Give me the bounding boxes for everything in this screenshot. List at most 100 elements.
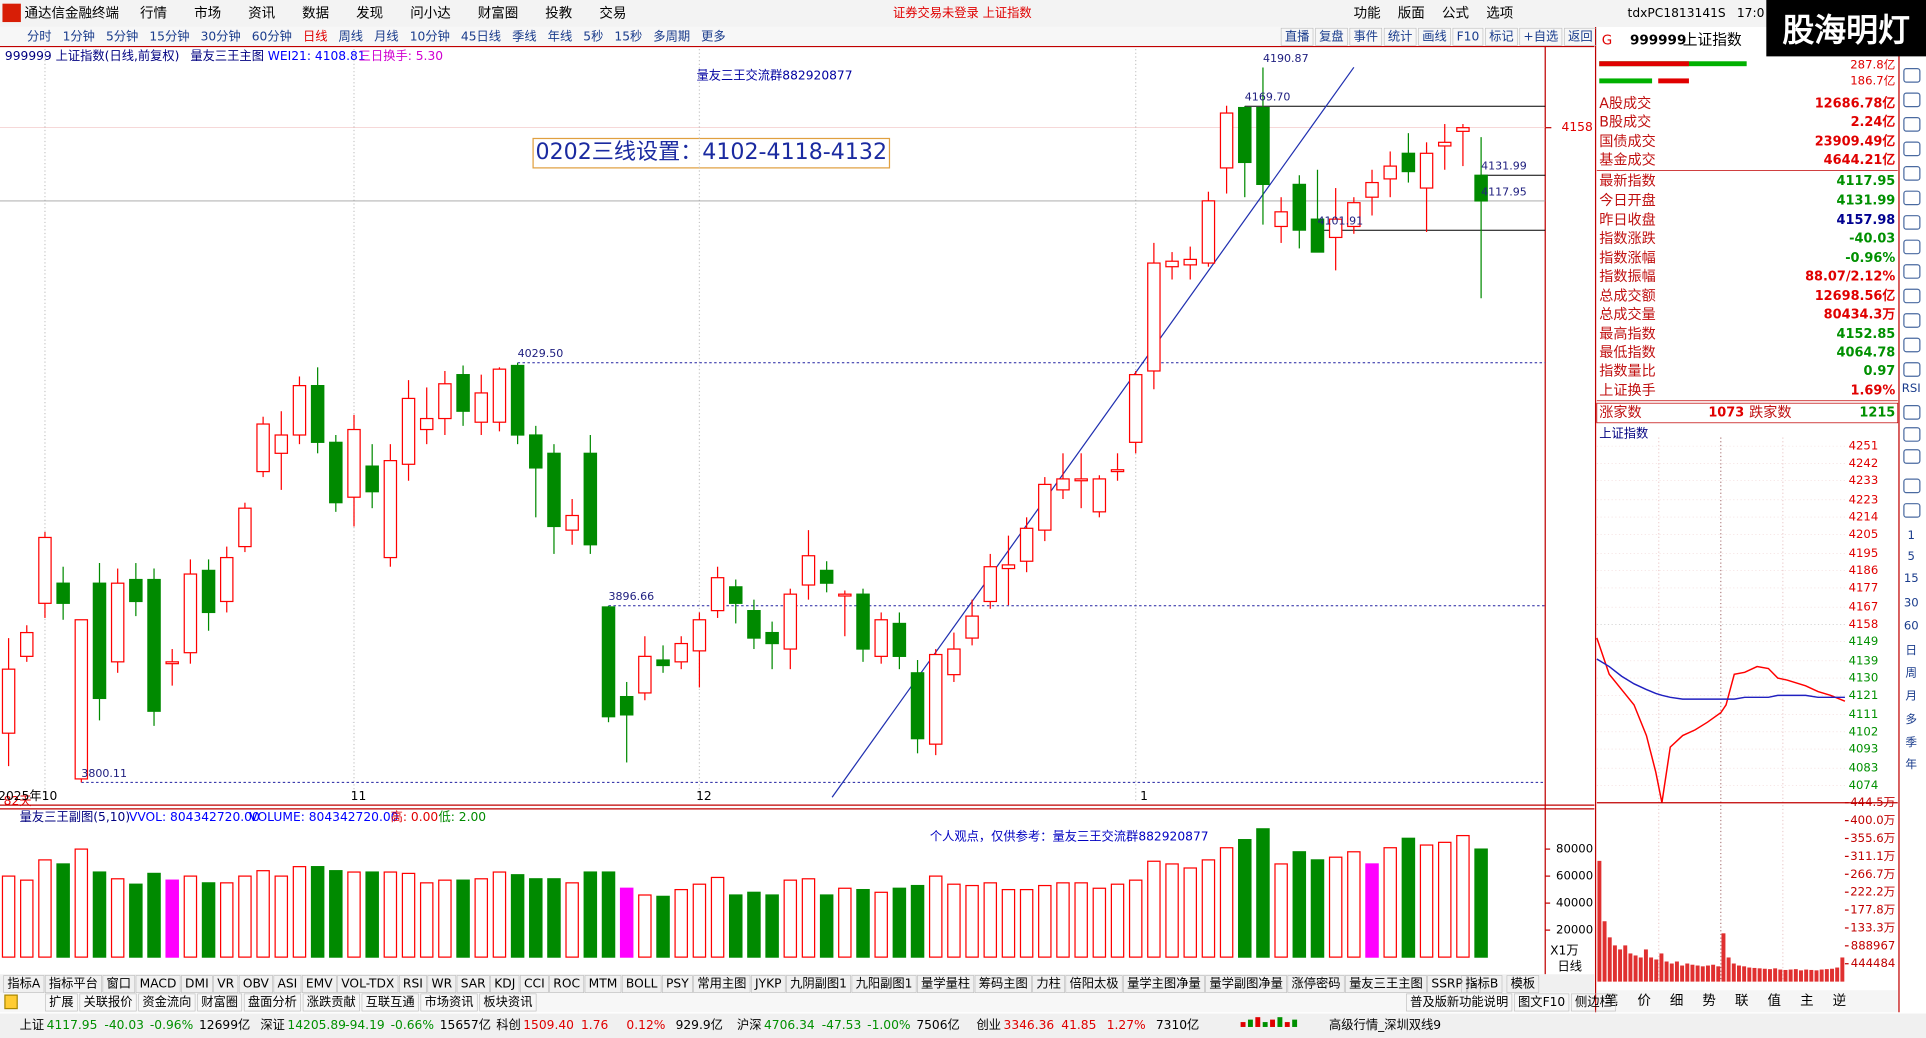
indicator-tab[interactable]: 量学量柱 — [921, 976, 970, 991]
info-icon[interactable] — [4, 994, 18, 1010]
indicator-tab[interactable]: 量学主图净量 — [1127, 976, 1201, 991]
indicator-tab[interactable]: 九阴副图1 — [790, 976, 847, 991]
period-button[interactable]: 季线 — [512, 29, 537, 43]
period-button[interactable]: 分时 — [27, 29, 52, 43]
indicator-tab[interactable]: OBV — [243, 977, 270, 991]
sidebar-button[interactable]: 周 — [1905, 665, 1917, 679]
indicator-tab[interactable]: KDJ — [494, 977, 515, 991]
tool-button[interactable]: 复盘 — [1319, 28, 1344, 43]
indicator-tab[interactable]: BOLL — [626, 977, 658, 991]
sidebar-button[interactable]: 30 — [1904, 595, 1919, 609]
period-button[interactable]: 10分钟 — [410, 28, 450, 43]
sidebar-button[interactable]: 60 — [1904, 619, 1919, 633]
indicator-tab[interactable]: 指标平台 — [49, 976, 98, 991]
sidebar-icon[interactable] — [1903, 215, 1921, 230]
menu-item[interactable]: 行情 — [140, 5, 167, 21]
info-tab[interactable]: 盘面分析 — [248, 994, 297, 1009]
sidebar-button[interactable]: 15 — [1904, 571, 1919, 585]
sidebar-button[interactable]: 1 — [1908, 528, 1915, 542]
sidebar-icon[interactable] — [1903, 166, 1921, 181]
detail-tab[interactable]: 值 — [1768, 993, 1782, 1009]
indicator-tab[interactable]: 模板 — [1511, 977, 1536, 991]
menu-item[interactable]: 问小达 — [410, 5, 451, 21]
indicator-tab[interactable]: PSY — [666, 977, 689, 991]
menu-item[interactable]: 发现 — [356, 5, 383, 21]
info-tab[interactable]: 互联互通 — [366, 995, 415, 1009]
period-button[interactable]: 周线 — [339, 29, 364, 43]
menu-right[interactable]: 选项 — [1486, 5, 1513, 21]
sidebar-icon[interactable] — [1903, 288, 1921, 304]
period-button[interactable]: 更多 — [701, 29, 726, 43]
indicator-tab[interactable]: 指标B — [1465, 976, 1498, 991]
menu-item[interactable]: 市场 — [194, 4, 221, 21]
indicator-tab[interactable]: SAR — [461, 977, 486, 991]
detail-tab[interactable]: 势 — [1702, 993, 1716, 1009]
detail-tab[interactable]: 价 — [1637, 993, 1651, 1009]
indicator-tab[interactable]: 窗口 — [107, 977, 132, 991]
tool-button[interactable]: 事件 — [1354, 29, 1379, 43]
info-tab[interactable]: 市场资讯 — [425, 994, 474, 1009]
indicator-tab[interactable]: 倍阳太极 — [1069, 976, 1118, 991]
period-button[interactable]: 60分钟 — [252, 28, 292, 43]
tool-button[interactable]: +自选 — [1523, 29, 1558, 43]
period-button[interactable]: 5秒 — [583, 29, 603, 43]
sidebar-icon[interactable] — [1903, 68, 1921, 83]
indicator-tab[interactable]: 涨停密码 — [1292, 976, 1341, 991]
indicator-tab[interactable]: MTM — [589, 977, 618, 991]
menu-item[interactable]: 资讯 — [248, 5, 276, 21]
sidebar-icon[interactable] — [1903, 337, 1921, 353]
period-button[interactable]: 15秒 — [614, 29, 642, 43]
indicator-tab[interactable]: RSI — [403, 977, 423, 991]
period-button[interactable]: 年线 — [548, 29, 573, 43]
menu-right[interactable]: 功能 — [1354, 5, 1381, 21]
period-button[interactable]: 30分钟 — [201, 28, 241, 43]
menu-item[interactable]: 数据 — [302, 5, 329, 21]
sidebar-button[interactable]: 多 — [1905, 712, 1917, 726]
indicator-tab[interactable]: CCI — [524, 977, 545, 991]
detail-tab[interactable]: 逆 — [1833, 993, 1847, 1009]
indicator-tab[interactable]: 量友三王主图 — [1349, 977, 1423, 991]
indicator-tab[interactable]: DMI — [185, 977, 209, 991]
sidebar-icon[interactable] — [1903, 427, 1921, 442]
indicator-tab[interactable]: VR — [217, 977, 234, 991]
info-tab[interactable]: 侧边栏 — [1575, 994, 1612, 1009]
menu-item[interactable]: 财富圈 — [478, 4, 519, 21]
info-tab[interactable]: 图文F10 — [1518, 994, 1565, 1009]
info-tab[interactable]: 资金流向 — [142, 994, 191, 1009]
indicator-tab[interactable]: ASI — [278, 977, 298, 991]
sidebar-icon[interactable] — [1903, 313, 1921, 328]
tool-button[interactable]: 标记 — [1489, 29, 1514, 43]
tool-button[interactable]: 直播 — [1285, 29, 1310, 43]
indicator-tab[interactable]: MACD — [140, 977, 177, 991]
tool-button[interactable]: 统计 — [1388, 29, 1413, 43]
period-button[interactable]: 日线 — [303, 29, 328, 43]
period-button[interactable]: 1分钟 — [63, 28, 95, 43]
period-button[interactable]: 月线 — [374, 29, 399, 43]
sidebar-icon[interactable] — [1903, 449, 1921, 464]
menu-item[interactable]: 交易 — [599, 4, 626, 21]
indicator-tab[interactable]: EMV — [306, 977, 333, 991]
indicator-tab[interactable]: 指标A — [7, 976, 41, 991]
sidebar-icon[interactable] — [1903, 478, 1921, 494]
sidebar-button[interactable]: 月 — [1905, 689, 1917, 703]
sidebar-button[interactable]: 年 — [1905, 757, 1917, 771]
tool-button[interactable]: F10 — [1457, 29, 1480, 43]
detail-tab[interactable]: 细 — [1670, 993, 1684, 1009]
info-tab[interactable]: 普及版新功能说明 — [1410, 994, 1508, 1009]
info-tab[interactable]: 涨跌贡献 — [307, 994, 356, 1009]
period-button[interactable]: 5分钟 — [106, 28, 138, 43]
sidebar-button[interactable]: 日 — [1905, 643, 1917, 657]
sidebar-icon[interactable] — [1903, 405, 1921, 420]
indicator-tab[interactable]: › — [1471, 977, 1476, 991]
detail-tab[interactable]: 主 — [1800, 993, 1814, 1009]
indicator-tab[interactable]: ROC — [553, 977, 580, 991]
tool-button[interactable]: 画线 — [1422, 29, 1447, 43]
sidebar-icon[interactable] — [1903, 190, 1921, 206]
sidebar-button[interactable]: 5 — [1908, 549, 1915, 563]
tool-button[interactable]: 返回 — [1568, 29, 1593, 43]
indicator-tab[interactable]: 力柱 — [1036, 976, 1061, 991]
indicator-tab[interactable]: SSRP — [1431, 977, 1462, 991]
sidebar-icon[interactable] — [1903, 141, 1921, 157]
info-tab[interactable]: 财富圈 — [201, 994, 238, 1009]
indicator-tab[interactable]: 九阳副图1 — [856, 976, 913, 991]
